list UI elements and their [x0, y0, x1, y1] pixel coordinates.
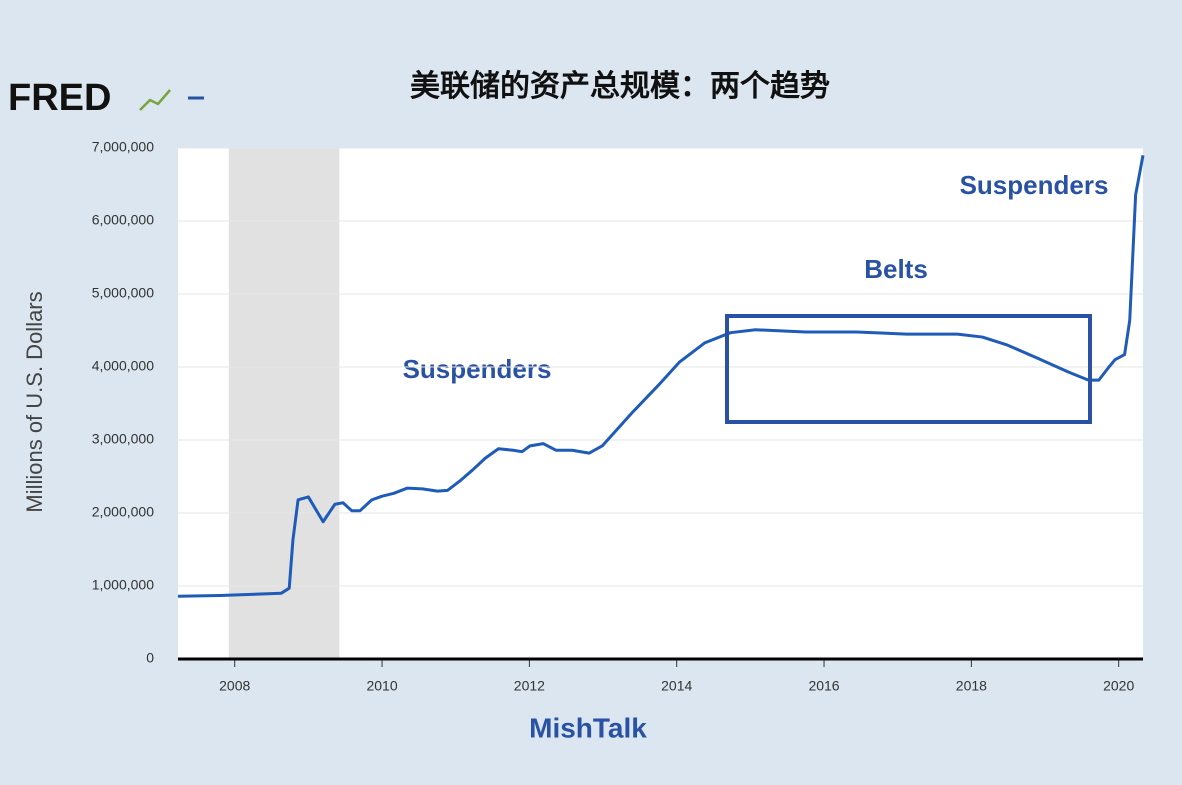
x-tick-label: 2008	[219, 678, 250, 694]
x-tick-label: 2014	[661, 678, 692, 694]
annotation: Suspenders	[403, 354, 552, 384]
annotation: Suspenders	[960, 170, 1109, 200]
y-axis-label: Millions of U.S. Dollars	[22, 291, 47, 512]
x-tick-label: 2020	[1103, 678, 1134, 694]
marks: 0 1,000,000 2,000,000 3,000,000 4,000,000 5,0…	[92, 139, 1145, 694]
highlight-box	[725, 314, 1092, 424]
y-tick-label: 5,000,000	[92, 285, 154, 301]
y-tick-label: 3,000,000	[92, 431, 154, 447]
shaded-range	[228, 148, 340, 659]
chart-title: 美联储的资产总规模：两个趋势	[410, 69, 830, 104]
x-tick-label: 2012	[514, 678, 545, 694]
data-line	[177, 155, 1145, 598]
y-tick-label: 6,000,000	[92, 212, 154, 228]
logo: FRED	[8, 77, 111, 119]
annotation: Belts	[864, 254, 928, 284]
y-tick-label: 7,000,000	[92, 139, 154, 155]
watermark: MishTalk	[529, 712, 647, 743]
x-tick-label: 2016	[808, 678, 839, 694]
y-tick-label: 4,000,000	[92, 358, 154, 374]
logo-icon	[139, 89, 171, 111]
y-tick-label: 1,000,000	[92, 577, 154, 593]
x-tick-label: 2018	[956, 678, 987, 694]
y-tick-label: 0	[146, 650, 154, 666]
y-tick-label: 2,000,000	[92, 504, 154, 520]
x-tick-label: 2010	[366, 678, 397, 694]
